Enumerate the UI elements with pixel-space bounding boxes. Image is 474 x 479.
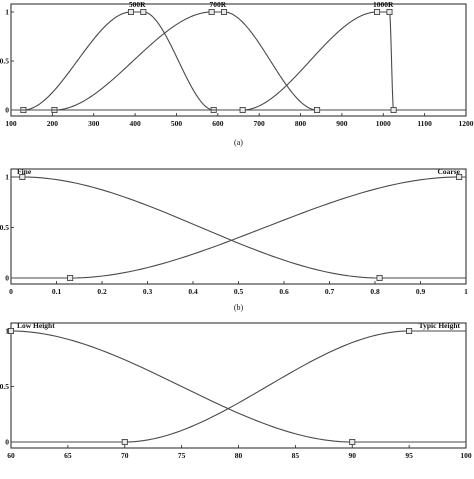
x-tick-label: 90 — [349, 451, 357, 460]
data-point-marker — [390, 107, 397, 114]
x-tick-label: 1200 — [459, 119, 474, 128]
panel-b: 0 0.1 0.2 0.3 0.4 0.5 0.6 0.7 0.8 0.9 1 0 0.5 1 Fine Co… — [0, 167, 468, 312]
data-point-marker — [376, 274, 383, 281]
x-tick-label: 65 — [64, 451, 72, 460]
x-tick-label: 75 — [178, 451, 186, 460]
series-label: Typic Height — [419, 321, 461, 330]
x-tick-label: 400 — [129, 119, 141, 128]
series-label: Fine — [17, 167, 32, 176]
data-point-marker — [67, 274, 74, 281]
x-tick-label: 85 — [292, 451, 300, 460]
x-tick-label: 1000 — [376, 119, 391, 128]
data-point-marker — [140, 8, 147, 15]
series-label: 500R — [129, 0, 146, 9]
x-tick-label: 0.1 — [52, 287, 62, 296]
y-tick-label: 0 — [5, 438, 9, 447]
x-tick-label: 900 — [336, 119, 348, 128]
plot-frame — [10, 3, 467, 117]
y-tick-label: 0.5 — [0, 382, 9, 391]
panel-caption: (b) — [234, 303, 244, 312]
x-tick-label: 60 — [7, 451, 15, 460]
data-point-marker — [349, 438, 356, 445]
series-line-typic-height — [11, 330, 466, 443]
x-tick-label: 0.3 — [143, 287, 153, 296]
x-tick-label: 0.5 — [234, 287, 244, 296]
x-tick-label: 0.8 — [370, 287, 380, 296]
x-tick-label: 80 — [235, 451, 243, 460]
y-tick-label: 0 — [5, 106, 9, 115]
x-tick-label: 100 — [460, 451, 472, 460]
series-line-coarse — [11, 176, 466, 279]
panel-a: 100 200 300 400 500 600 700 800 900 1000 1100 1200 0… — [0, 0, 474, 147]
x-tick-label: 600 — [212, 119, 224, 128]
plot-frame — [10, 168, 467, 285]
y-tick-label: 1 — [5, 173, 9, 182]
y-tick-label: 0 — [5, 274, 9, 283]
data-point-marker — [221, 8, 228, 15]
x-tick-label: 1 — [464, 287, 468, 296]
x-tick-label: 0.2 — [97, 287, 107, 296]
plot-frame — [10, 322, 467, 449]
data-point-marker — [406, 327, 413, 334]
x-tick-label: 95 — [405, 451, 413, 460]
y-tick-label: 1 — [5, 327, 9, 336]
data-point-marker — [208, 8, 215, 15]
y-tick-label: 1 — [5, 8, 9, 17]
data-point-marker — [127, 8, 134, 15]
series-line-500r — [11, 11, 466, 111]
y-tick-label: 0.5 — [0, 57, 9, 66]
x-tick-label: 200 — [47, 119, 59, 128]
series-label: Coarse — [438, 167, 461, 176]
x-tick-label: 0 — [9, 287, 13, 296]
data-point-marker — [239, 107, 246, 114]
series-line-1000r — [11, 11, 466, 111]
series-line-700r — [11, 11, 466, 111]
x-tick-label: 800 — [295, 119, 307, 128]
data-point-marker — [374, 8, 381, 15]
x-tick-label: 0.9 — [416, 287, 426, 296]
series-label: 1000R — [373, 0, 394, 9]
data-point-marker — [19, 173, 26, 180]
y-tick-label: 0.5 — [0, 223, 9, 232]
x-tick-label: 300 — [88, 119, 100, 128]
x-tick-label: 0.7 — [325, 287, 335, 296]
data-point-marker — [314, 107, 321, 114]
series-label: 700R — [209, 0, 226, 9]
series-line-low-height — [10, 330, 466, 443]
data-point-marker — [456, 173, 463, 180]
data-point-marker — [121, 438, 128, 445]
panel-c: 60 65 70 75 80 85 90 95 100 0 0.5 1 Low Height Typic … — [0, 321, 472, 460]
x-tick-label: 700 — [254, 119, 266, 128]
panel-caption: (a) — [234, 138, 243, 147]
x-tick-label: 0.6 — [279, 287, 289, 296]
x-tick-label: 1100 — [417, 119, 432, 128]
data-point-marker — [386, 8, 393, 15]
x-tick-label: 500 — [171, 119, 183, 128]
series-label: Low Height — [17, 321, 55, 330]
x-tick-label: 0.4 — [188, 287, 198, 296]
x-tick-label: 100 — [5, 119, 17, 128]
series-line-fine — [11, 176, 466, 279]
x-tick-label: 70 — [121, 451, 129, 460]
data-point-marker — [7, 327, 14, 334]
